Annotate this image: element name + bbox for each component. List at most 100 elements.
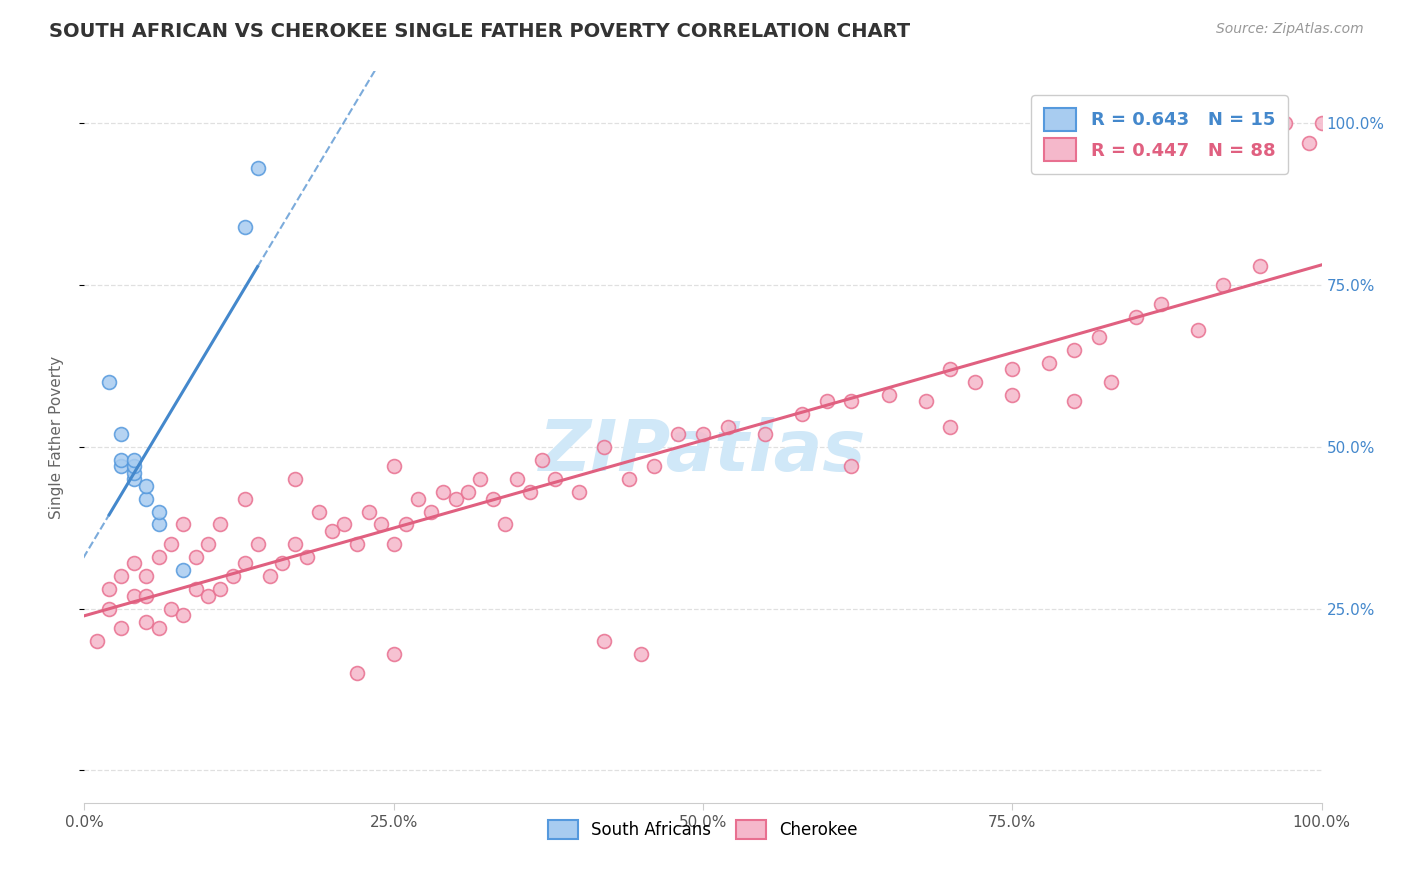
Point	[1274, 116, 1296, 130]
Point	[1212, 277, 1234, 292]
Point	[643, 459, 665, 474]
Point	[295, 549, 318, 564]
Point	[1063, 343, 1085, 357]
Point	[135, 615, 157, 629]
Point	[110, 426, 132, 441]
Point	[122, 466, 145, 480]
Point	[457, 485, 479, 500]
Point	[790, 408, 813, 422]
Point	[135, 478, 157, 492]
Point	[197, 589, 219, 603]
Point	[408, 491, 430, 506]
Point	[754, 426, 776, 441]
Point	[382, 537, 405, 551]
Text: ZIPatlas: ZIPatlas	[540, 417, 866, 486]
Point	[284, 537, 307, 551]
Point	[692, 426, 714, 441]
Point	[160, 537, 183, 551]
Point	[382, 459, 405, 474]
Point	[357, 504, 380, 518]
Point	[1001, 388, 1024, 402]
Point	[233, 491, 256, 506]
Point	[148, 549, 170, 564]
Point	[593, 440, 616, 454]
Point	[1099, 375, 1122, 389]
Point	[1310, 116, 1333, 130]
Point	[184, 582, 207, 597]
Point	[346, 666, 368, 681]
Point	[259, 569, 281, 583]
Point	[841, 459, 863, 474]
Point	[815, 394, 838, 409]
Point	[470, 472, 492, 486]
Point	[1125, 310, 1147, 325]
Point	[939, 420, 962, 434]
Point	[617, 472, 640, 486]
Point	[160, 601, 183, 615]
Point	[172, 608, 194, 623]
Point	[419, 504, 441, 518]
Point	[481, 491, 503, 506]
Point	[1187, 323, 1209, 337]
Point	[939, 362, 962, 376]
Point	[333, 517, 356, 532]
Y-axis label: Single Father Poverty: Single Father Poverty	[49, 356, 63, 518]
Point	[110, 459, 132, 474]
Point	[246, 161, 269, 176]
Point	[209, 517, 232, 532]
Point	[666, 426, 689, 441]
Text: Source: ZipAtlas.com: Source: ZipAtlas.com	[1216, 22, 1364, 37]
Point	[1298, 136, 1320, 150]
Point	[135, 491, 157, 506]
Point	[222, 569, 245, 583]
Point	[1088, 330, 1111, 344]
Point	[1038, 356, 1060, 370]
Point	[321, 524, 343, 538]
Point	[86, 634, 108, 648]
Point	[370, 517, 392, 532]
Point	[172, 563, 194, 577]
Point	[122, 472, 145, 486]
Point	[110, 569, 132, 583]
Point	[148, 517, 170, 532]
Point	[432, 485, 454, 500]
Point	[209, 582, 232, 597]
Point	[519, 485, 541, 500]
Point	[382, 647, 405, 661]
Point	[841, 394, 863, 409]
Point	[395, 517, 418, 532]
Point	[110, 452, 132, 467]
Point	[531, 452, 554, 467]
Point	[122, 557, 145, 571]
Point	[1249, 259, 1271, 273]
Point	[965, 375, 987, 389]
Point	[98, 582, 121, 597]
Point	[233, 219, 256, 234]
Point	[184, 549, 207, 564]
Legend: South Africans, Cherokee: South Africans, Cherokee	[541, 814, 865, 846]
Point	[914, 394, 936, 409]
Point	[148, 504, 170, 518]
Point	[494, 517, 516, 532]
Point	[110, 621, 132, 635]
Point	[197, 537, 219, 551]
Point	[444, 491, 467, 506]
Point	[98, 601, 121, 615]
Point	[877, 388, 900, 402]
Point	[148, 621, 170, 635]
Point	[284, 472, 307, 486]
Point	[122, 589, 145, 603]
Point	[135, 589, 157, 603]
Point	[122, 452, 145, 467]
Point	[630, 647, 652, 661]
Point	[122, 459, 145, 474]
Point	[1063, 394, 1085, 409]
Point	[568, 485, 591, 500]
Point	[1001, 362, 1024, 376]
Point	[308, 504, 330, 518]
Point	[1150, 297, 1173, 311]
Point	[98, 375, 121, 389]
Point	[717, 420, 740, 434]
Point	[271, 557, 294, 571]
Point	[543, 472, 565, 486]
